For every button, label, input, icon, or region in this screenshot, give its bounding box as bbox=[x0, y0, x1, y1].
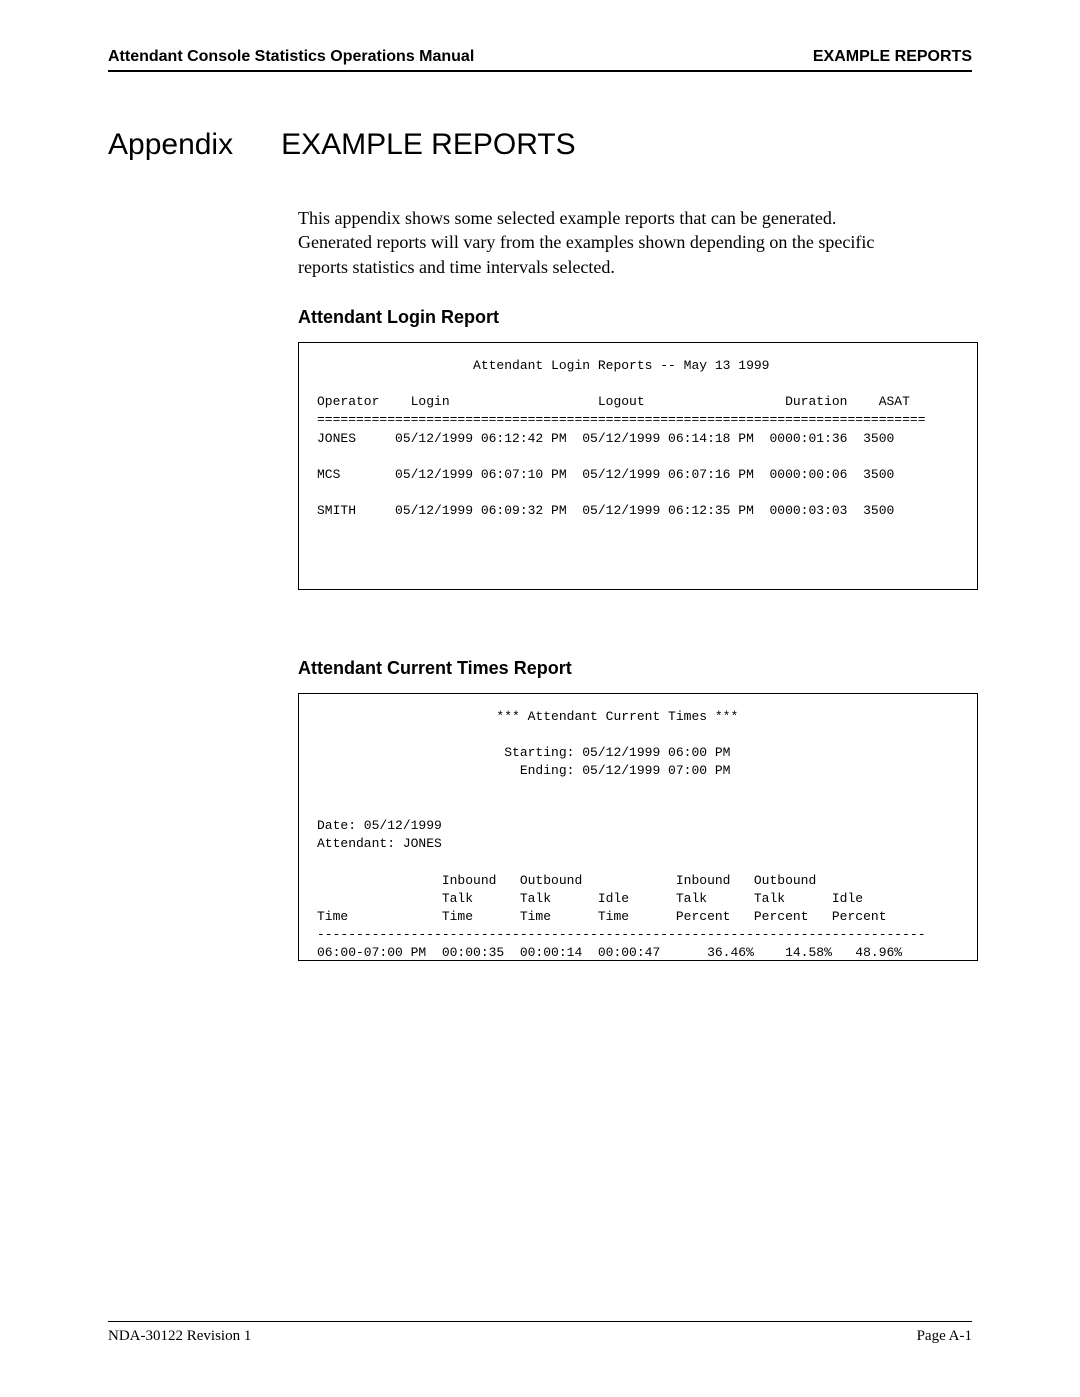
page: Attendant Console Statistics Operations … bbox=[0, 0, 1080, 1397]
page-footer: NDA-30122 Revision 1 Page A-1 bbox=[108, 1321, 972, 1345]
page-title-row: Appendix EXAMPLE REPORTS bbox=[108, 128, 972, 162]
page-header: Attendant Console Statistics Operations … bbox=[108, 48, 972, 72]
footer-right: Page A-1 bbox=[917, 1328, 972, 1345]
times-report-box: *** Attendant Current Times *** Starting… bbox=[298, 693, 978, 961]
header-right: EXAMPLE REPORTS bbox=[813, 48, 972, 66]
title-prefix: Appendix bbox=[108, 128, 233, 162]
intro-paragraph: This appendix shows some selected exampl… bbox=[298, 206, 888, 279]
login-report-heading: Attendant Login Report bbox=[298, 307, 972, 328]
header-left: Attendant Console Statistics Operations … bbox=[108, 48, 474, 66]
footer-left: NDA-30122 Revision 1 bbox=[108, 1328, 251, 1345]
login-report-box: Attendant Login Reports -- May 13 1999 O… bbox=[298, 342, 978, 590]
times-report-heading: Attendant Current Times Report bbox=[298, 658, 972, 679]
title-main: EXAMPLE REPORTS bbox=[281, 128, 576, 162]
